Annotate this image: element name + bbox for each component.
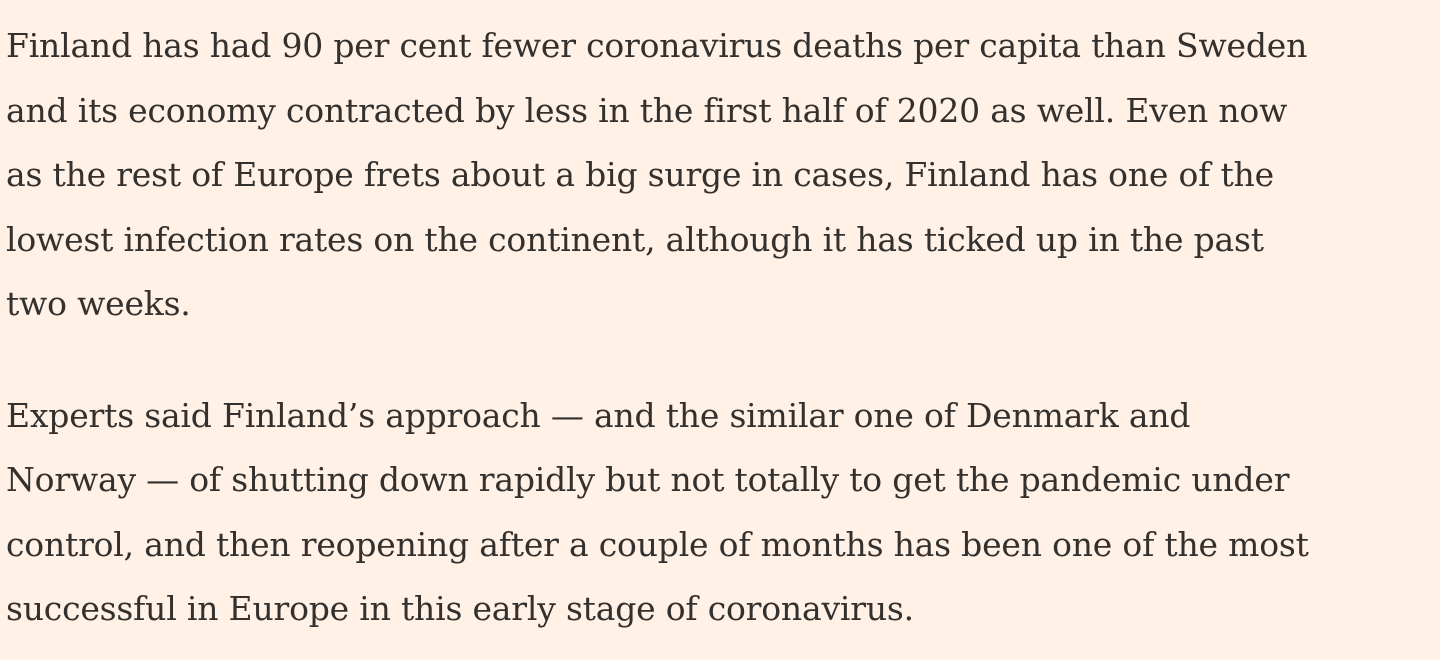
- article-paragraph: Experts said Finland’s approach — and th…: [6, 395, 1309, 629]
- article-paragraph: Finland has had 90 per cent fewer corona…: [6, 26, 1308, 323]
